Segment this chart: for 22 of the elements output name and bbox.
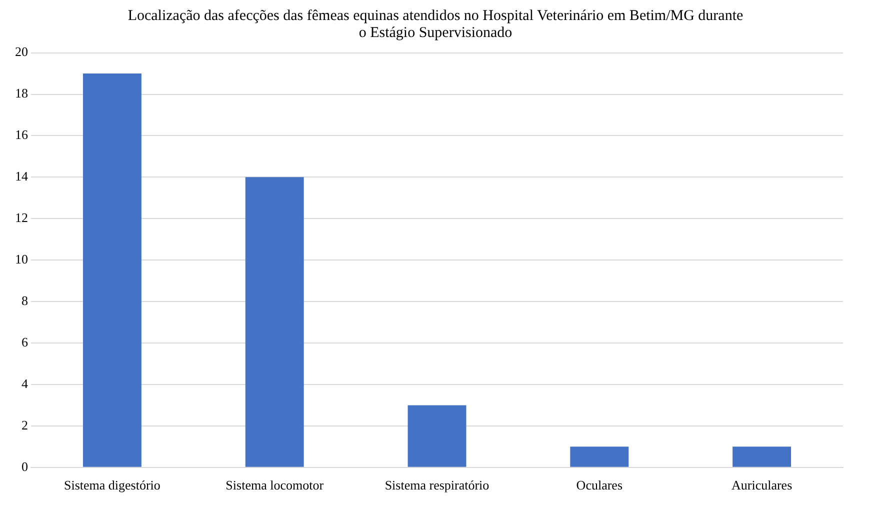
bar — [82, 74, 142, 467]
y-tick-label: 8 — [22, 292, 28, 308]
y-tick-label: 16 — [15, 127, 28, 142]
y-tick-label: 18 — [15, 86, 28, 101]
bar — [570, 446, 629, 467]
x-tick-label: Oculares — [576, 478, 622, 493]
bar — [245, 177, 304, 467]
x-tick-label: Sistema respiratório — [384, 478, 490, 493]
bar — [732, 446, 792, 467]
x-tick-label: Auriculares — [731, 478, 792, 493]
x-tick-label: Sistema digestório — [64, 478, 160, 493]
chart-title: Localização das afecções das fêmeas equinas atendidos no Hospital Veterinário em Betim/MG durante o Estágio Supervisionado — [126, 8, 744, 42]
y-tick-label: 0 — [22, 458, 28, 474]
x-tick-label: Sistema locomotor — [226, 478, 324, 493]
bar — [408, 405, 466, 467]
y-tick-label: 12 — [15, 210, 28, 226]
y-tick-label: 14 — [15, 168, 28, 184]
y-tick-label: 10 — [15, 252, 28, 267]
y-tick-label: 20 — [15, 44, 28, 60]
y-tick-label: 2 — [22, 417, 28, 432]
y-tick-label: 4 — [22, 376, 28, 391]
y-tick-label: 6 — [22, 334, 28, 350]
